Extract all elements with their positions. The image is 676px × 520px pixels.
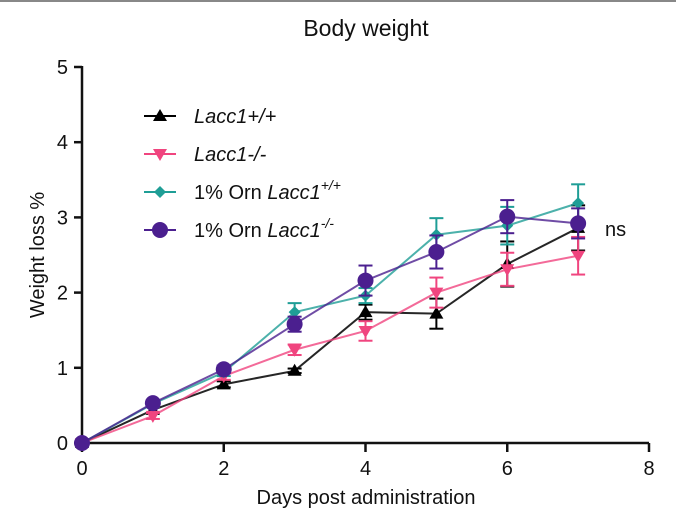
series-1 <box>75 235 586 450</box>
data-point <box>358 325 373 338</box>
y-tick-label: 2 <box>57 283 68 305</box>
series-line <box>81 202 579 444</box>
legend-label: 1% Orn Lacc1-/- <box>194 215 334 242</box>
data-point <box>215 361 232 378</box>
series-line <box>81 215 579 444</box>
x-tick-label: 4 <box>360 458 371 480</box>
data-point <box>145 410 160 423</box>
data-point <box>570 215 587 232</box>
legend-item: 1% Orn Lacc1+/+ <box>144 177 341 204</box>
legend-label: Lacc1+/+ <box>194 106 276 128</box>
y-axis-label: Weight loss % <box>27 192 49 319</box>
legend-marker <box>153 149 167 161</box>
data-point <box>429 306 444 319</box>
series-line <box>81 254 579 444</box>
y-tick-label: 4 <box>57 132 68 154</box>
top-border <box>0 0 676 2</box>
legend-item: Lacc1+/+ <box>144 106 276 128</box>
data-point <box>74 435 90 451</box>
x-tick-label: 0 <box>76 458 87 480</box>
data-point <box>357 272 374 289</box>
x-tick-label: 6 <box>502 458 513 480</box>
legend-marker <box>154 186 166 198</box>
legend-item: Lacc1-/- <box>144 144 267 166</box>
ns-annotation: ns <box>605 219 626 241</box>
data-point <box>358 305 373 318</box>
data-point <box>429 287 444 300</box>
chart-title: Body weight <box>303 15 429 41</box>
legend-item: 1% Orn Lacc1-/- <box>144 215 334 242</box>
data-point <box>499 208 516 225</box>
legend-label: Lacc1-/- <box>194 144 267 166</box>
data-point <box>287 363 302 376</box>
legend-marker <box>153 109 167 121</box>
data-point <box>287 344 302 357</box>
data-point <box>144 395 161 412</box>
data-point <box>571 250 586 263</box>
data-point <box>288 306 301 319</box>
x-axis-label: Days post administration <box>257 487 476 509</box>
series-3 <box>74 199 587 451</box>
y-tick-label: 1 <box>57 358 68 380</box>
legend-marker <box>152 222 168 238</box>
data-point <box>572 197 585 210</box>
data-point <box>428 243 445 260</box>
legend-label: 1% Orn Lacc1+/+ <box>194 177 341 204</box>
x-tick-label: 2 <box>218 458 229 480</box>
y-tick-label: 0 <box>57 433 68 455</box>
data-point <box>286 316 303 333</box>
data-point <box>500 264 515 277</box>
data-point <box>216 377 231 390</box>
x-tick-label: 8 <box>643 458 654 480</box>
y-tick-label: 3 <box>57 207 68 229</box>
y-tick-label: 5 <box>57 57 68 79</box>
